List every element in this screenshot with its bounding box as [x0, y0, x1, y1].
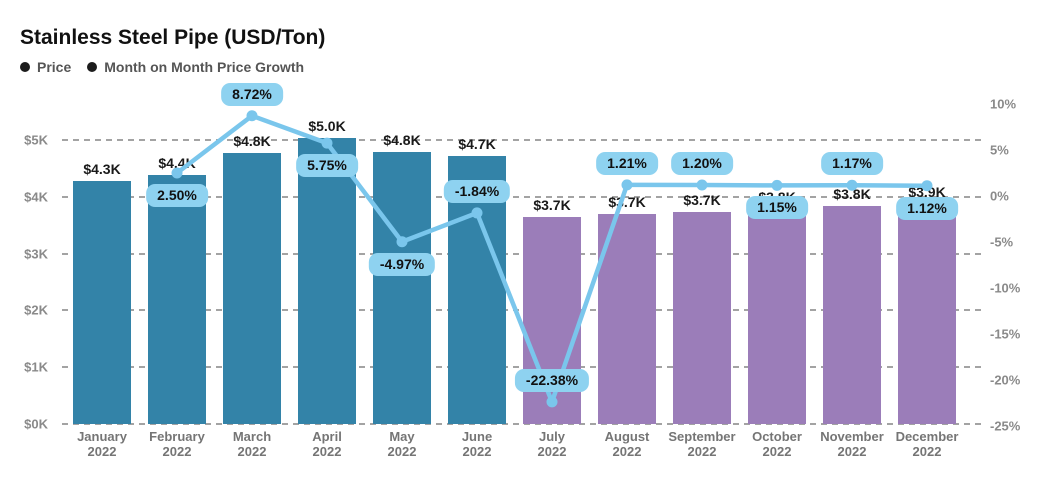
x-label-month: February [149, 429, 205, 444]
x-label-may-2022: May 2022 [354, 429, 450, 459]
x-label-april-2022: April 2022 [279, 429, 375, 459]
bar-value-label: $3.7K [608, 193, 646, 210]
y-axis-right-label: -5% [990, 234, 1014, 250]
x-label-month: July [538, 429, 565, 444]
x-label-year: 2022 [312, 444, 342, 459]
y-axis-right-label: 0% [990, 188, 1009, 204]
x-label-month: June [461, 429, 493, 444]
line-point-september-2022[interactable] [696, 179, 708, 191]
x-label-year: 2022 [837, 444, 867, 459]
x-label-month: September [668, 429, 736, 444]
x-label-october-2022: October 2022 [729, 429, 825, 459]
y-axis-left-label: $3K [24, 246, 48, 262]
x-label-december-2022: December 2022 [879, 429, 975, 459]
bar-value-label: $4.3K [83, 160, 121, 177]
x-label-month: January [77, 429, 127, 444]
bar-value-label: $4.8K [233, 133, 271, 150]
x-label-year: 2022 [912, 444, 942, 459]
x-label-november-2022: November 2022 [804, 429, 900, 459]
y-axis-right-label: 10% [990, 96, 1017, 112]
legend-dot-icon [20, 62, 30, 72]
y-axis-right-label: -15% [990, 326, 1021, 342]
bar-january-2022[interactable] [73, 180, 131, 424]
x-label-august-2022: August 2022 [579, 429, 675, 459]
x-label-july-2022: July 2022 [504, 429, 600, 459]
bar-value-label: $4.4K [158, 154, 196, 171]
x-label-month: April [312, 429, 342, 444]
legend-item-price[interactable]: Price [20, 59, 71, 75]
legend: Price Month on Month Price Growth [20, 59, 304, 75]
bar-september-2022[interactable] [673, 211, 731, 424]
x-label-month: May [389, 429, 415, 444]
bar-value-label: $4.7K [458, 136, 496, 153]
x-label-january-2022: January 2022 [54, 429, 150, 459]
growth-badge-april-2022: 5.75% [296, 154, 358, 178]
x-label-month: March [232, 429, 272, 444]
x-label-year: 2022 [687, 444, 717, 459]
y-axis-right-label: -25% [990, 418, 1021, 434]
legend-item-growth[interactable]: Month on Month Price Growth [87, 59, 304, 75]
x-label-february-2022: February 2022 [129, 429, 225, 459]
y-axis-left-label: $4K [24, 189, 48, 205]
growth-badge-may-2022: -4.97% [368, 252, 436, 276]
legend-label-growth: Month on Month Price Growth [104, 59, 305, 75]
growth-badge-november-2022: 1.17% [821, 152, 883, 176]
growth-badge-july-2022: -22.38% [514, 368, 590, 392]
x-label-year: 2022 [537, 444, 567, 459]
bar-value-label: $4.8K [383, 131, 421, 148]
line-point-march-2022[interactable] [246, 110, 258, 122]
x-label-year: 2022 [162, 444, 192, 459]
y-axis-right-label: -20% [990, 372, 1021, 388]
legend-dot-icon [87, 62, 98, 72]
bar-february-2022[interactable] [148, 174, 206, 424]
x-label-month: October [752, 429, 802, 444]
x-label-year: 2022 [87, 444, 117, 459]
x-label-year: 2022 [612, 444, 642, 459]
y-axis-left-label: $2K [24, 302, 48, 318]
growth-badge-august-2022: 1.21% [596, 151, 658, 175]
gridline [62, 423, 985, 425]
growth-badge-march-2022: 8.72% [221, 82, 283, 106]
bar-april-2022[interactable] [298, 137, 356, 424]
y-axis-right-label: -10% [990, 280, 1021, 296]
legend-label-price: Price [37, 59, 72, 75]
x-label-june-2022: June 2022 [429, 429, 525, 459]
growth-badge-june-2022: -1.84% [443, 179, 511, 203]
x-label-september-2022: September 2022 [654, 429, 750, 459]
growth-badge-september-2022: 1.20% [671, 151, 733, 175]
gridline [62, 139, 985, 141]
x-label-month: December [895, 429, 959, 444]
growth-badge-february-2022: 2.50% [146, 184, 208, 207]
growth-badge-october-2022: 1.15% [746, 196, 808, 220]
bar-december-2022[interactable] [898, 204, 956, 424]
line-point-august-2022[interactable] [621, 179, 633, 191]
y-axis-right-label: 5% [990, 142, 1009, 158]
bar-value-label: $3.7K [533, 196, 571, 213]
growth-badge-december-2022: 1.12% [896, 196, 958, 220]
y-axis-left-label: $0K [24, 416, 48, 432]
bar-november-2022[interactable] [823, 206, 881, 424]
x-label-year: 2022 [762, 444, 792, 459]
bar-value-label: $3.7K [683, 191, 721, 208]
bar-value-label: $3.8K [833, 186, 871, 203]
bar-july-2022[interactable] [523, 216, 581, 424]
chart-title: Stainless Steel Pipe (USD/Ton) [20, 26, 326, 49]
y-axis-left-label: $1K [24, 359, 48, 375]
y-axis-left-label: $5K [24, 132, 48, 148]
x-label-month: November [820, 429, 884, 444]
bar-may-2022[interactable] [373, 151, 431, 424]
x-label-year: 2022 [237, 444, 267, 459]
bar-value-label: $5.0K [308, 117, 346, 134]
bar-august-2022[interactable] [598, 213, 656, 424]
x-label-march-2022: March 2022 [204, 429, 300, 459]
x-label-year: 2022 [387, 444, 417, 459]
bar-march-2022[interactable] [223, 153, 281, 424]
bar-october-2022[interactable] [748, 209, 806, 424]
x-label-year: 2022 [462, 444, 492, 459]
x-label-month: August [604, 429, 650, 444]
